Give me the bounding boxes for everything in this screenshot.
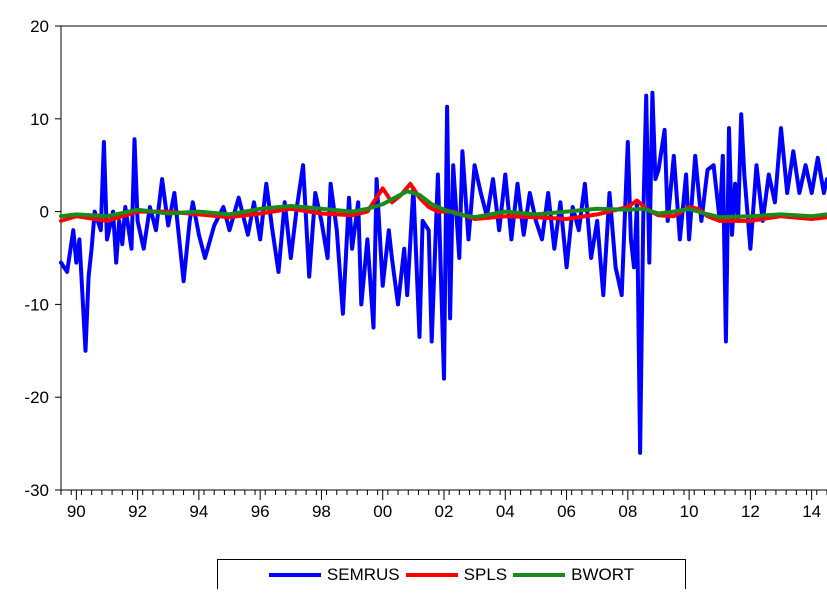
y-tick-label: -20 — [24, 388, 49, 407]
x-tick-label: 00 — [373, 502, 392, 521]
x-tick-label: 10 — [680, 502, 699, 521]
y-tick-label: 10 — [30, 110, 49, 129]
y-tick-label: 20 — [30, 17, 49, 36]
legend-swatch-bwort — [513, 572, 566, 577]
y-axis: 20 10 0 -10 -20 -30 — [24, 17, 61, 500]
y-tick-label: -30 — [24, 481, 49, 500]
y-tick-label: -10 — [24, 295, 49, 314]
legend: SEMRUS SPLS BWORT — [217, 559, 686, 589]
x-tick-label: 12 — [741, 502, 760, 521]
series-line-semrus — [59, 90, 827, 455]
y-tick-label: 0 — [40, 203, 49, 222]
legend-item-bwort: BWORT — [513, 565, 634, 585]
series-line-bwort — [59, 189, 827, 220]
x-tick-label: 08 — [618, 502, 637, 521]
legend-label-bwort: BWORT — [571, 564, 635, 584]
legend-item-semrus: SEMRUS — [268, 564, 400, 585]
x-tick-label: 04 — [496, 502, 515, 521]
x-tick-label: 06 — [557, 502, 576, 521]
legend-label-semrus: SEMRUS — [326, 564, 400, 584]
x-axis: 90 92 94 96 98 00 02 04 06 08 10 12 14 — [60, 490, 827, 521]
x-tick-label: 94 — [189, 502, 208, 521]
legend-swatch-spls — [405, 572, 458, 577]
x-tick-label: 14 — [802, 502, 821, 521]
x-tick-label: 92 — [128, 502, 147, 521]
legend-item-spls: SPLS — [405, 564, 508, 585]
legend-label-spls: SPLS — [463, 564, 508, 584]
x-tick-label: 90 — [67, 502, 86, 521]
x-tick-label: 96 — [251, 502, 270, 521]
series-layer — [59, 90, 827, 455]
x-tick-label: 98 — [312, 502, 331, 521]
legend-swatch-semrus — [268, 572, 321, 577]
x-tick-label: 02 — [435, 502, 454, 521]
